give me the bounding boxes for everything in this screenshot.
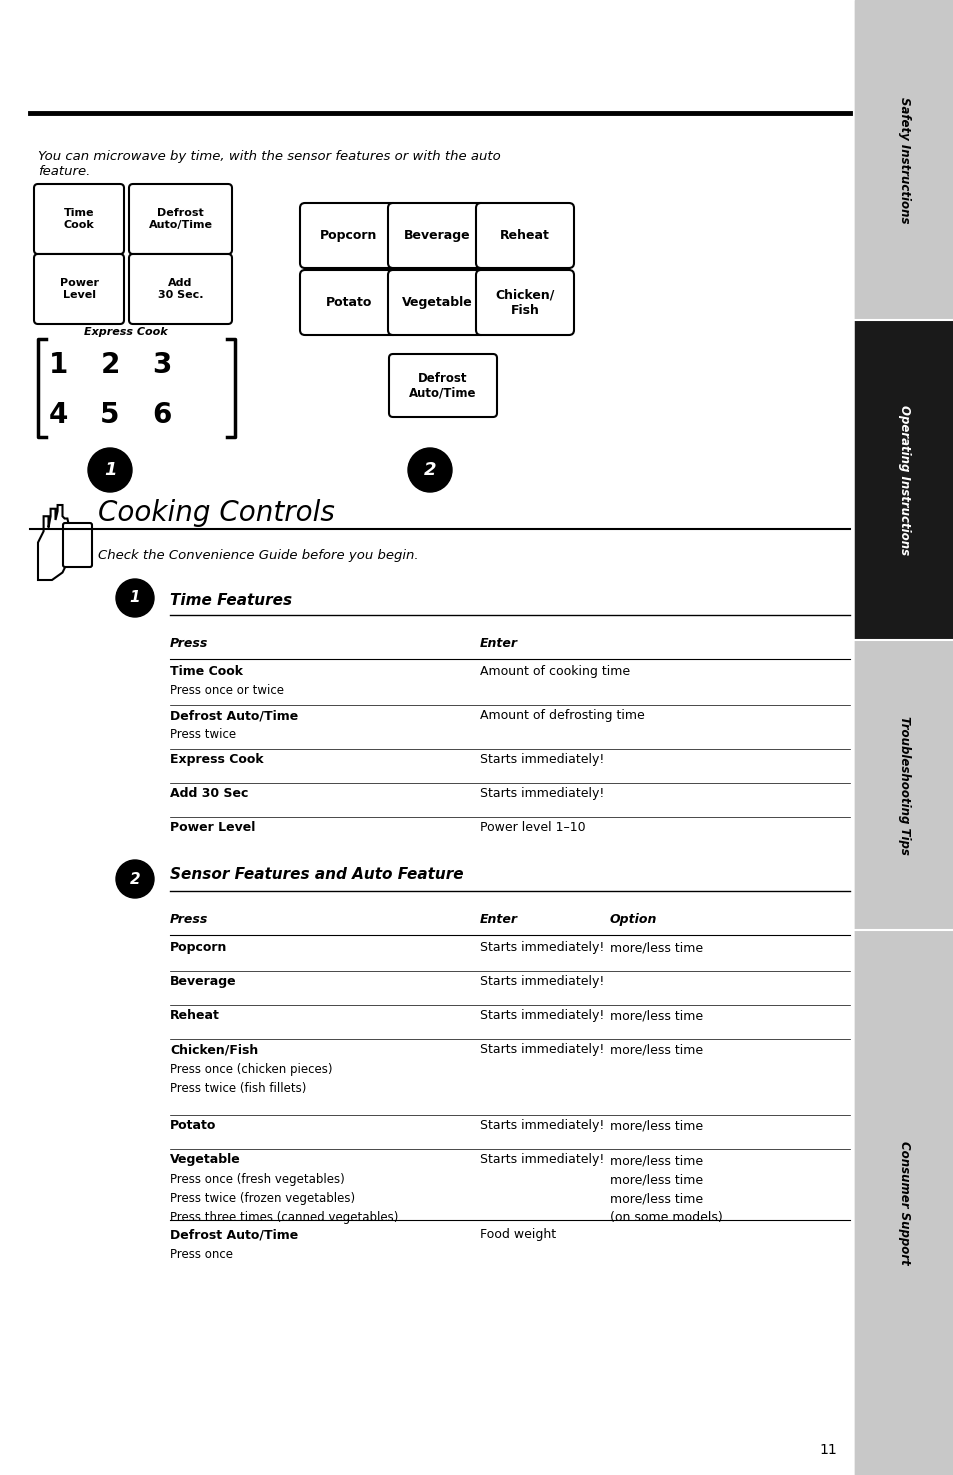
Text: Chicken/
Fish: Chicken/ Fish [495,289,554,317]
Text: (on some models): (on some models) [609,1211,722,1224]
Text: Beverage: Beverage [170,975,236,988]
Text: 5: 5 [100,401,120,429]
Text: Time Features: Time Features [170,593,292,608]
Text: Enter: Enter [479,637,517,650]
Text: Starts immediately!: Starts immediately! [479,1153,604,1167]
Text: Time
Cook: Time Cook [64,208,94,230]
Text: more/less time: more/less time [609,1043,702,1056]
Text: Express Cook: Express Cook [170,754,263,766]
Text: Amount of defrosting time: Amount of defrosting time [479,709,644,721]
Text: Add 30 Sec: Add 30 Sec [170,788,248,799]
Text: 6: 6 [152,401,172,429]
Text: Starts immediately!: Starts immediately! [479,1043,604,1056]
Text: Reheat: Reheat [170,1009,219,1022]
Text: Press twice (fish fillets): Press twice (fish fillets) [170,1083,306,1094]
Text: Beverage: Beverage [403,229,470,242]
Text: Starts immediately!: Starts immediately! [479,941,604,954]
Text: Popcorn: Popcorn [170,941,227,954]
Text: Vegetable: Vegetable [170,1153,240,1167]
Text: 3: 3 [152,351,172,379]
Text: Reheat: Reheat [499,229,549,242]
Text: Popcorn: Popcorn [320,229,377,242]
Text: 2: 2 [130,872,140,886]
Text: 11: 11 [819,1443,836,1457]
Text: Defrost Auto/Time: Defrost Auto/Time [170,1229,298,1240]
Text: more/less time: more/less time [609,1192,702,1205]
Text: Starts immediately!: Starts immediately! [479,975,604,988]
Bar [854,640,953,931]
Text: Troubleshooting Tips: Troubleshooting Tips [897,715,910,854]
FancyBboxPatch shape [299,270,397,335]
Text: more/less time: more/less time [609,1120,702,1131]
Circle shape [408,448,452,493]
FancyBboxPatch shape [388,270,485,335]
Text: 2: 2 [100,351,119,379]
Text: Operating Instructions: Operating Instructions [897,406,910,555]
Text: 1: 1 [130,590,140,606]
Text: Express Cook: Express Cook [84,327,168,336]
FancyBboxPatch shape [129,254,232,324]
Circle shape [88,448,132,493]
Text: Press once: Press once [170,1248,233,1261]
Text: Defrost Auto/Time: Defrost Auto/Time [170,709,298,721]
FancyBboxPatch shape [476,270,574,335]
Text: Press once or twice: Press once or twice [170,684,284,698]
Text: Press twice (frozen vegetables): Press twice (frozen vegetables) [170,1192,355,1205]
Text: more/less time: more/less time [609,941,702,954]
FancyBboxPatch shape [388,204,485,268]
Text: 1: 1 [49,351,68,379]
Text: more/less time: more/less time [609,1153,702,1167]
Bar [854,0,953,320]
Text: more/less time: more/less time [609,1173,702,1186]
Text: 4: 4 [49,401,68,429]
Text: 2: 2 [423,462,436,479]
FancyBboxPatch shape [476,204,574,268]
Circle shape [116,860,153,898]
Text: Starts immediately!: Starts immediately! [479,1120,604,1131]
Text: Press three times (canned vegetables): Press three times (canned vegetables) [170,1211,398,1224]
FancyBboxPatch shape [129,184,232,254]
FancyBboxPatch shape [34,254,124,324]
Text: Starts immediately!: Starts immediately! [479,754,604,766]
Text: Safety Instructions: Safety Instructions [897,97,910,223]
FancyBboxPatch shape [299,204,397,268]
Text: Chicken/Fish: Chicken/Fish [170,1043,258,1056]
FancyBboxPatch shape [63,524,91,566]
Text: Defrost
Auto/Time: Defrost Auto/Time [409,372,476,400]
Text: Power
Level: Power Level [59,279,98,299]
Text: Add
30 Sec.: Add 30 Sec. [157,279,203,299]
Text: Press twice: Press twice [170,729,236,740]
Text: Press once (fresh vegetables): Press once (fresh vegetables) [170,1173,344,1186]
Text: Amount of cooking time: Amount of cooking time [479,665,630,678]
Text: Defrost
Auto/Time: Defrost Auto/Time [149,208,213,230]
Text: 1: 1 [104,462,116,479]
Text: Food weight: Food weight [479,1229,556,1240]
Text: Power Level: Power Level [170,822,255,833]
Text: Consumer Support: Consumer Support [897,1140,910,1264]
Text: Press once (chicken pieces): Press once (chicken pieces) [170,1063,333,1075]
Text: Press: Press [170,913,208,926]
FancyBboxPatch shape [34,184,124,254]
Text: Time Cook: Time Cook [170,665,243,678]
Text: Cooking Controls: Cooking Controls [98,499,335,527]
Text: Starts immediately!: Starts immediately! [479,788,604,799]
Text: Starts immediately!: Starts immediately! [479,1009,604,1022]
Text: Press: Press [170,637,208,650]
Text: Enter: Enter [479,913,517,926]
Text: Option: Option [609,913,657,926]
Text: more/less time: more/less time [609,1009,702,1022]
Bar [854,0,953,1475]
FancyBboxPatch shape [389,354,497,417]
Text: Vegetable: Vegetable [401,296,472,308]
Text: You can microwave by time, with the sensor features or with the auto
feature.: You can microwave by time, with the sens… [38,150,500,178]
Text: Check the Convenience Guide before you begin.: Check the Convenience Guide before you b… [98,549,418,562]
Circle shape [116,580,153,617]
Text: Power level 1–10: Power level 1–10 [479,822,585,833]
Text: Potato: Potato [326,296,372,308]
Text: Potato: Potato [170,1120,216,1131]
Bar [854,931,953,1475]
Bar [854,320,953,640]
Text: Sensor Features and Auto Feature: Sensor Features and Auto Feature [170,867,463,882]
